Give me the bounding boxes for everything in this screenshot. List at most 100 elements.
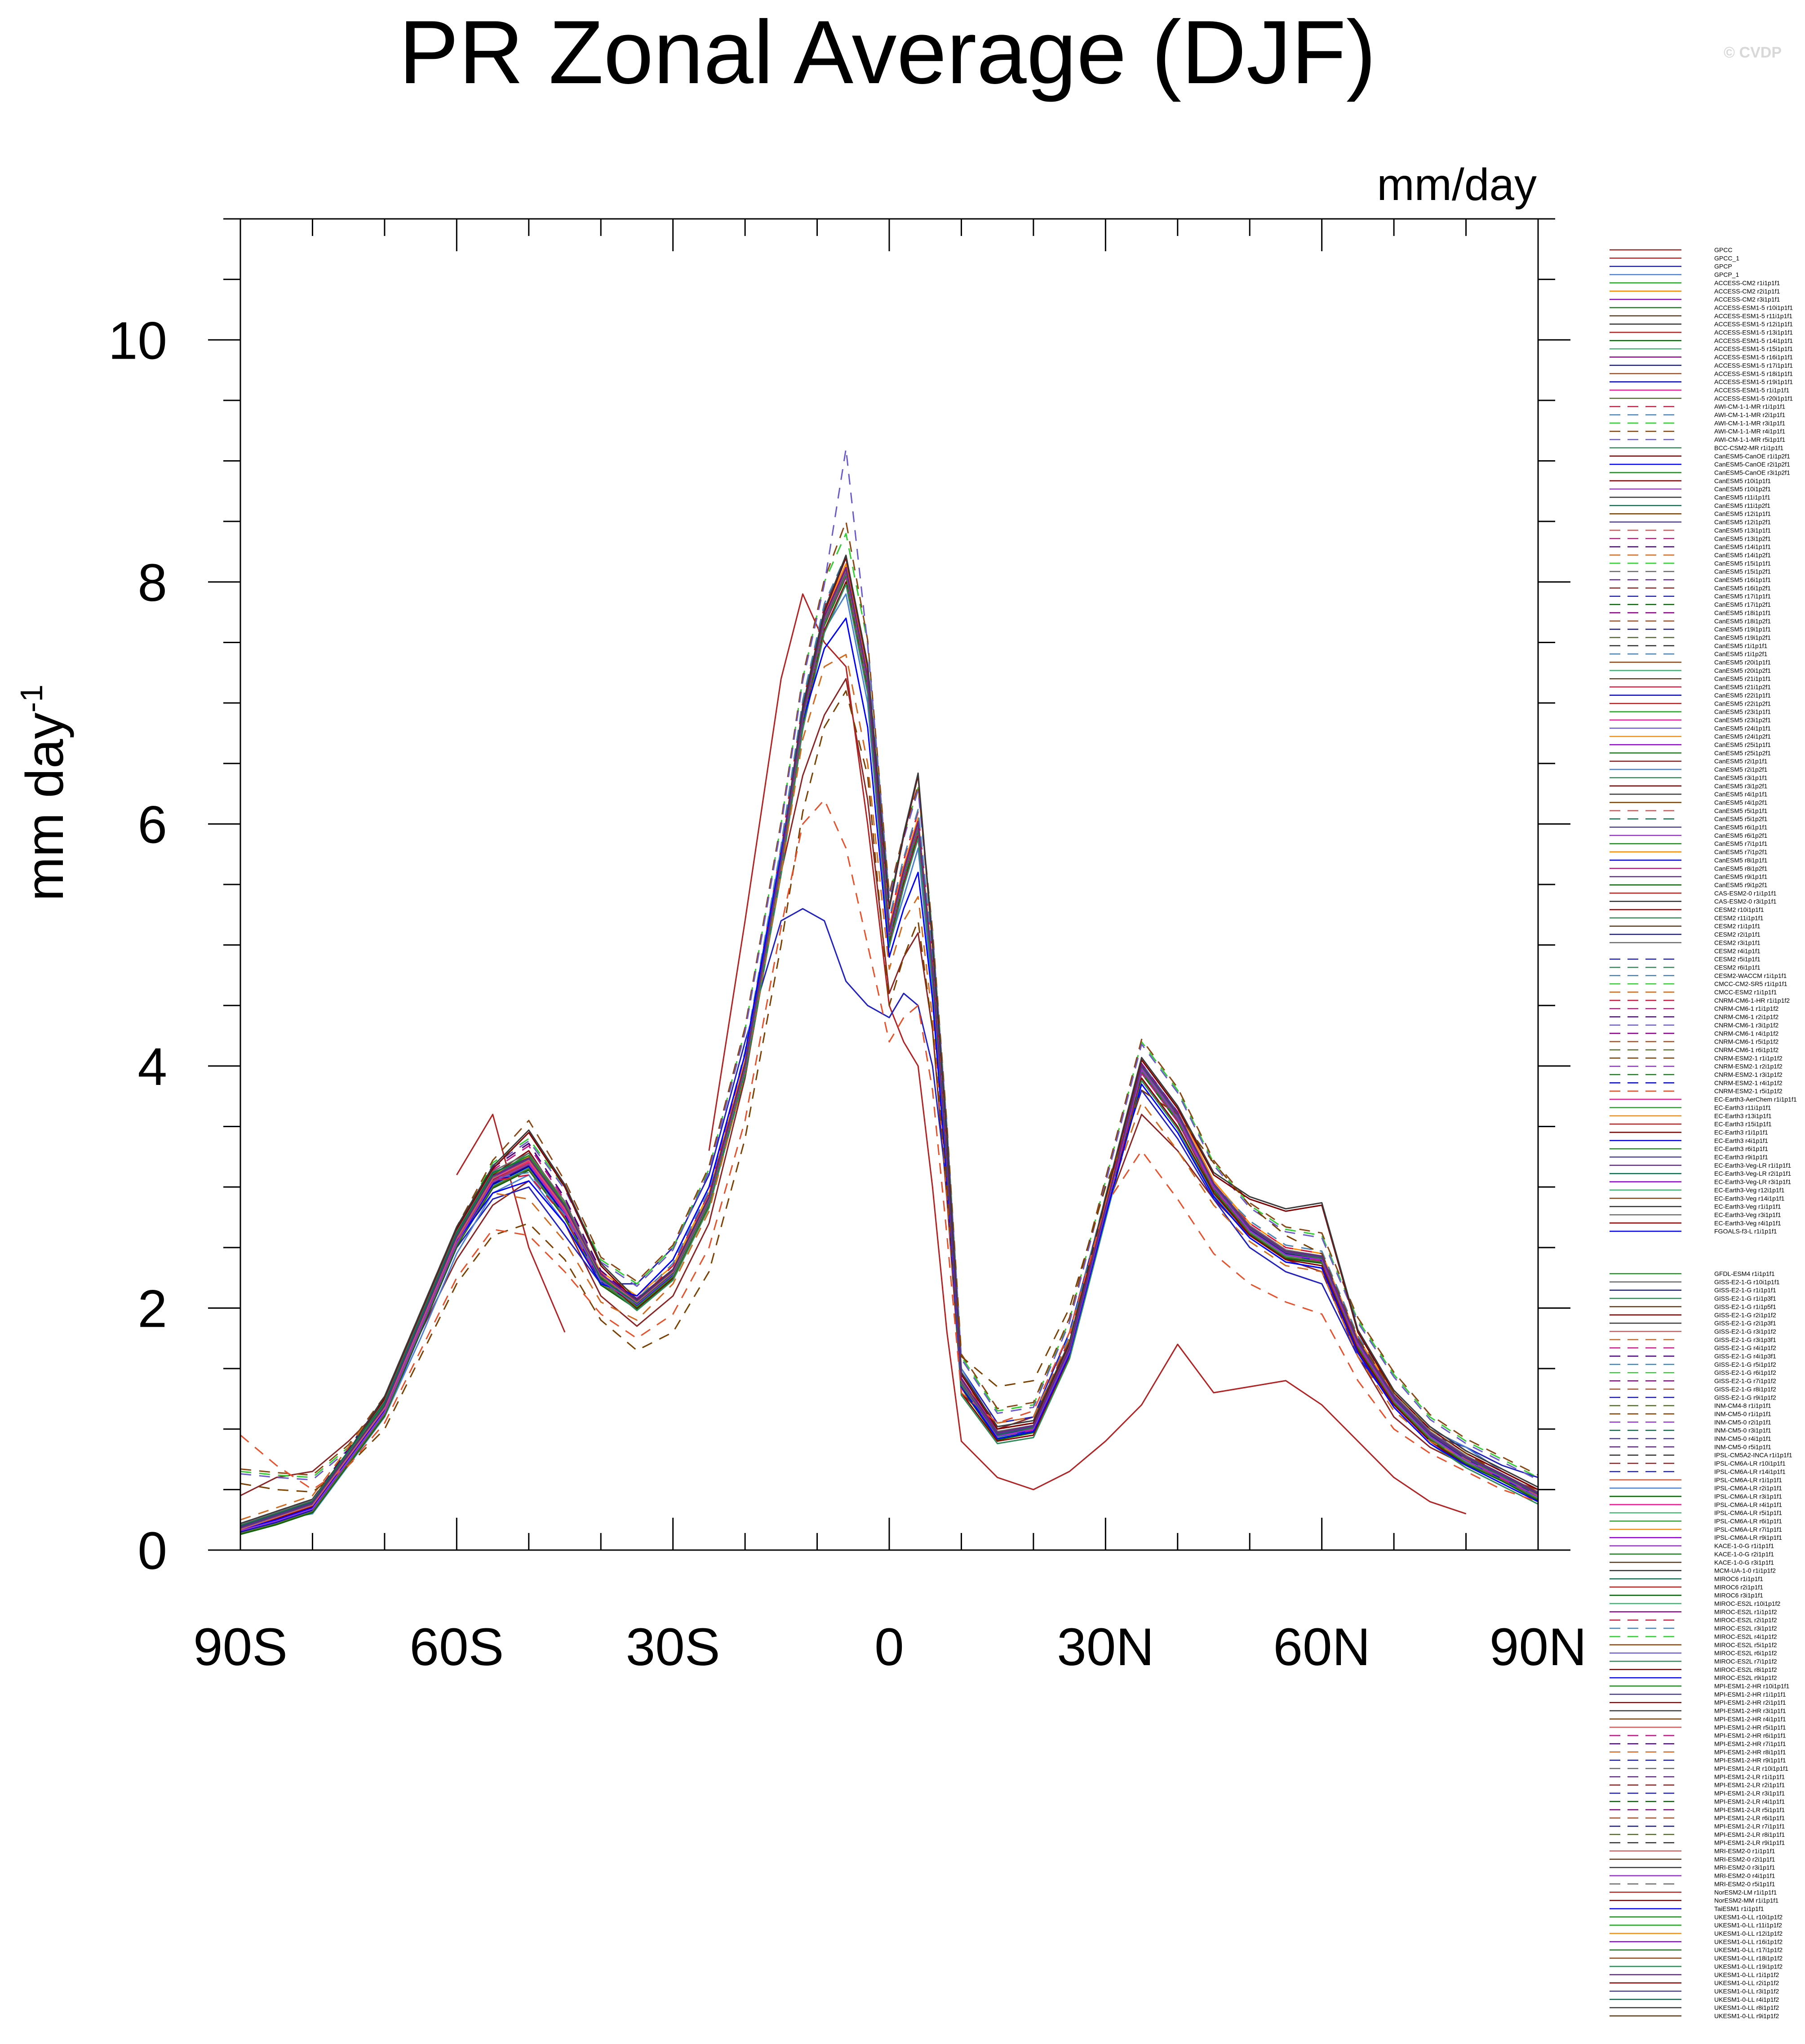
legend-label: CESM2 r4i1p1f1 — [1714, 947, 1761, 955]
legend-label: GISS-E2-1-G r1i1p1f1 — [1714, 1287, 1776, 1294]
y-tick-labels: 0 2 4 6 8 10 — [108, 311, 167, 1581]
legend-label: GISS-E2-1-G r1i1p5f1 — [1714, 1303, 1776, 1310]
legend-label: MRI-ESM2-0 r3i1p1f1 — [1714, 1864, 1775, 1871]
legend-label: INM-CM5-0 r2i1p1f1 — [1714, 1418, 1771, 1426]
legend-label: CESM2 r10i1p1f1 — [1714, 906, 1764, 913]
legend-label: UKESM1-0-LL r12i1p1f2 — [1714, 1930, 1783, 1937]
series-line — [240, 576, 1538, 1535]
legend-label: MPI-ESM1-2-LR r5i1p1f1 — [1714, 1806, 1785, 1813]
series-line — [240, 574, 1538, 1533]
legend-label: ACCESS-ESM1-5 r18i1p1f1 — [1714, 370, 1793, 377]
legend-label: FGOALS-f3-L r1i1p1f1 — [1714, 1228, 1777, 1235]
legend-label: UKESM1-0-LL r2i1p1f2 — [1714, 1979, 1779, 1986]
series-line — [240, 653, 1538, 1521]
legend-label: IPSL-CM6A-LR r3i1p1f1 — [1714, 1493, 1782, 1500]
legend-label: CNRM-ESM2-1 r1i1p1f2 — [1714, 1054, 1783, 1062]
legend-label: MPI-ESM1-2-LR r4i1p1f1 — [1714, 1798, 1785, 1805]
legend-label: ACCESS-ESM1-5 r19i1p1f1 — [1714, 378, 1793, 386]
legend-label: CanESM5 r23i1p2f1 — [1714, 716, 1771, 724]
series-line — [240, 581, 1538, 1529]
x-tick-label: 0 — [874, 1617, 904, 1677]
legend-label: ACCESS-ESM1-5 r17i1p1f1 — [1714, 362, 1793, 369]
series-line — [240, 593, 1538, 1533]
series-line — [240, 571, 1538, 1532]
legend-label: GPCP — [1714, 263, 1732, 270]
legend-label: EC-Earth3 r13i1p1f1 — [1714, 1112, 1772, 1120]
series-line — [240, 573, 1538, 1533]
legend-label: CanESM5 r1i1p2f1 — [1714, 650, 1768, 658]
legend-label: CESM2 r3i1p1f1 — [1714, 939, 1761, 946]
legend-label: MPI-ESM1-2-HR r6i1p1f1 — [1714, 1732, 1786, 1739]
legend-label: MPI-ESM1-2-HR r7i1p1f1 — [1714, 1740, 1786, 1747]
legend-label: CanESM5 r25i1p2f1 — [1714, 749, 1771, 756]
legend-label: MPI-ESM1-2-HR r1i1p1f1 — [1714, 1691, 1786, 1698]
legend-label: CanESM5 r24i1p2f1 — [1714, 733, 1771, 740]
y-axis-label-text: mm day — [15, 712, 75, 901]
x-tick-label: 30N — [1057, 1617, 1154, 1677]
legend-label: CMCC-ESM2 r1i1p1f1 — [1714, 989, 1777, 996]
series-line — [240, 571, 1538, 1532]
legend-label: UKESM1-0-LL r4i1p1f2 — [1714, 1996, 1779, 2003]
legend-label: CESM2 r2i1p1f1 — [1714, 931, 1761, 938]
series-lines — [240, 448, 1538, 1535]
legend-label: MIROC-ES2L r3i1p1f2 — [1714, 1625, 1777, 1632]
series-line — [240, 575, 1538, 1534]
legend-label: EC-Earth3 r11i1p1f1 — [1714, 1104, 1771, 1111]
legend-label: CanESM5 r18i1p1f1 — [1714, 609, 1771, 616]
x-tick-label: 30S — [626, 1617, 720, 1677]
x-tick-label: 90S — [193, 1617, 288, 1677]
legend-label: EC-Earth3-Veg-LR r3i1p1f1 — [1714, 1178, 1791, 1186]
legend-label: MPI-ESM1-2-HR r2i1p1f1 — [1714, 1699, 1786, 1706]
legend-label: TaiESM1 r1i1p1f1 — [1714, 1905, 1764, 1912]
legend-label: MCM-UA-1-0 r1i1p1f2 — [1714, 1567, 1776, 1574]
legend-label: CAS-ESM2-0 r1i1p1f1 — [1714, 889, 1777, 897]
legend-label: KACE-1-0-G r1i1p1f1 — [1714, 1542, 1774, 1550]
legend-label: CanESM5 r12i1p2f1 — [1714, 519, 1771, 526]
y-tick-label: 4 — [137, 1037, 167, 1097]
legend-label: CanESM5 r4i1p1f1 — [1714, 791, 1768, 798]
legend-label: ACCESS-ESM1-5 r20i1p1f1 — [1714, 395, 1793, 402]
legend-label: CanESM5 r2i1p2f1 — [1714, 766, 1768, 773]
legend-label: ACCESS-ESM1-5 r13i1p1f1 — [1714, 329, 1793, 336]
legend-label: AWI-CM-1-1-MR r4i1p1f1 — [1714, 428, 1785, 435]
legend-label: CanESM5 r8i1p2f1 — [1714, 865, 1768, 872]
series-line — [240, 583, 1538, 1532]
series-line — [240, 563, 1538, 1527]
legend-label: MIROC-ES2L r5i1p1f2 — [1714, 1641, 1777, 1649]
legend-label: CanESM5 r14i1p1f1 — [1714, 543, 1771, 551]
legend-label: MIROC6 r3i1p1f1 — [1714, 1592, 1763, 1599]
legend-label: INM-CM5-0 r1i1p1f1 — [1714, 1410, 1771, 1417]
legend-label: GISS-E2-1-G r4i1p3f1 — [1714, 1353, 1776, 1360]
legend-label: INM-CM5-0 r5i1p1f1 — [1714, 1443, 1771, 1450]
legend-label: CanESM5 r6i1p1f1 — [1714, 824, 1768, 831]
units-label: mm/day — [1377, 160, 1537, 210]
legend-label: EC-Earth3-Veg-LR r1i1p1f1 — [1714, 1162, 1791, 1169]
legend-label: EC-Earth3 r15i1p1f1 — [1714, 1120, 1772, 1128]
series-line — [240, 568, 1538, 1528]
legend-label: CanESM5 r2i1p1f1 — [1714, 758, 1768, 765]
y-tick-label: 2 — [137, 1279, 167, 1338]
legend-label: UKESM1-0-LL r18i1p1f2 — [1714, 1955, 1783, 1962]
series-line — [240, 908, 1538, 1527]
legend-label: MPI-ESM1-2-LR r6i1p1f1 — [1714, 1814, 1785, 1822]
y-tick-label: 6 — [137, 795, 167, 854]
legend-label: CanESM5 r25i1p1f1 — [1714, 741, 1771, 748]
legend-label: EC-Earth3-AerChem r1i1p1f1 — [1714, 1096, 1797, 1103]
legend-label: MIROC-ES2L r10i1p1f2 — [1714, 1600, 1781, 1607]
legend-label: NorESM2-LM r1i1p1f1 — [1714, 1888, 1777, 1896]
legend-label: INM-CM4-8 r1i1p1f1 — [1714, 1402, 1771, 1409]
legend-label: CanESM5 r23i1p1f1 — [1714, 708, 1771, 715]
y-tick-label: 10 — [108, 311, 167, 370]
legend-label: IPSL-CM6A-LR r4i1p1f1 — [1714, 1501, 1782, 1508]
series-line — [240, 569, 1538, 1530]
legend-label: MPI-ESM1-2-LR r10i1p1f1 — [1714, 1765, 1788, 1772]
series-line — [240, 574, 1538, 1528]
legend-label: INM-CM5-0 r4i1p1f1 — [1714, 1435, 1771, 1442]
legend-label: CNRM-CM6-1 r1i1p1f2 — [1714, 1005, 1778, 1012]
legend-label: CanESM5 r9i1p1f1 — [1714, 873, 1768, 880]
x-tick-label: 90N — [1490, 1617, 1587, 1677]
legend-label: UKESM1-0-LL r19i1p1f2 — [1714, 1963, 1783, 1970]
series-line — [456, 593, 1467, 1515]
